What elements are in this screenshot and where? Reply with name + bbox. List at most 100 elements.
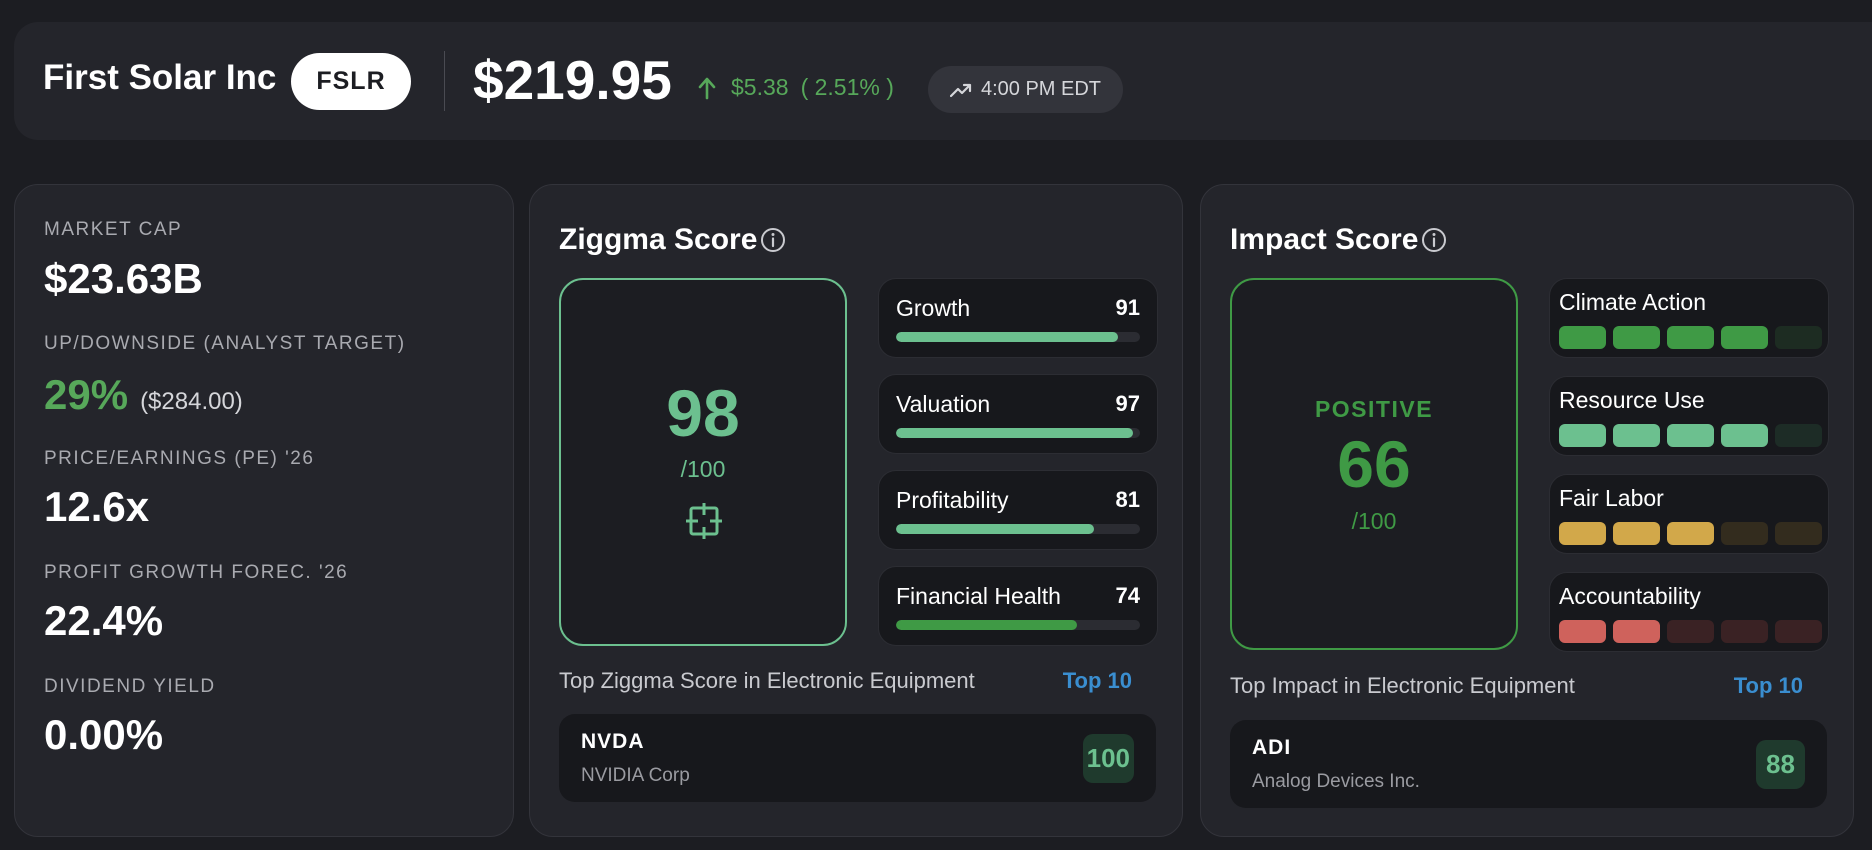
rating-segment-filled bbox=[1667, 424, 1714, 447]
upside-percent: 29% bbox=[44, 371, 129, 418]
upside-label: UP/DOWNSIDE (ANALYST TARGET) bbox=[44, 333, 406, 354]
sub-score-bar-fill bbox=[896, 620, 1077, 630]
sub-score-value: 74 bbox=[1115, 583, 1140, 608]
ticker-badge[interactable]: FSLR bbox=[291, 53, 411, 110]
rating-segment-filled bbox=[1613, 326, 1660, 349]
ziggma-top10-link[interactable]: Top 10 bbox=[1062, 668, 1132, 693]
key-metrics-panel: MARKET CAP $23.63B UP/DOWNSIDE (ANALYST … bbox=[14, 184, 514, 837]
impact-top10-link[interactable]: Top 10 bbox=[1733, 673, 1803, 698]
rating-segment-empty bbox=[1775, 620, 1822, 643]
sub-score-profitability[interactable]: Profitability 81 bbox=[878, 470, 1158, 550]
sub-score-value: 91 bbox=[1115, 295, 1140, 320]
sub-score-bar-fill bbox=[896, 428, 1133, 438]
impact-score-title: Impact Score bbox=[1230, 223, 1447, 257]
company-name: First Solar Inc bbox=[43, 58, 277, 97]
market-cap-label: MARKET CAP bbox=[44, 219, 183, 240]
impact-category-climate-action[interactable]: Climate Action bbox=[1549, 278, 1829, 358]
sub-score-valuation[interactable]: Valuation 97 bbox=[878, 374, 1158, 454]
ziggma-title-text: Ziggma Score bbox=[559, 223, 758, 256]
sub-score-value: 97 bbox=[1115, 391, 1140, 416]
sub-score-bar bbox=[896, 524, 1140, 534]
sub-score-bar bbox=[896, 620, 1140, 630]
info-icon[interactable] bbox=[1421, 227, 1447, 253]
rating-segment-filled bbox=[1613, 522, 1660, 545]
leader-company-name: NVIDIA Corp bbox=[581, 765, 690, 786]
change-amount: $5.38 bbox=[731, 74, 789, 100]
sub-score-bar-fill bbox=[896, 332, 1119, 342]
impact-category-name: Resource Use bbox=[1559, 387, 1705, 413]
ziggma-score-value: 98 bbox=[666, 376, 740, 450]
ziggma-score-card[interactable]: 98 /100 bbox=[559, 278, 847, 646]
rating-segment-filled bbox=[1667, 522, 1714, 545]
header-divider bbox=[444, 51, 445, 111]
profit-growth-value: 22.4% bbox=[44, 597, 164, 644]
rating-segment-empty bbox=[1775, 326, 1822, 349]
impact-category-accountability[interactable]: Accountability bbox=[1549, 572, 1829, 652]
sub-score-bar bbox=[896, 428, 1140, 438]
rating-segment-filled bbox=[1667, 326, 1714, 349]
leader-score-badge: 88 bbox=[1756, 740, 1805, 789]
market-time-badge: 4:00 PM EDT bbox=[928, 66, 1123, 113]
rating-segment-filled bbox=[1559, 424, 1606, 447]
sub-score-bar bbox=[896, 332, 1140, 342]
rating-segment-filled bbox=[1559, 326, 1606, 349]
impact-category-resource-use[interactable]: Resource Use bbox=[1549, 376, 1829, 456]
rating-segment-filled bbox=[1613, 620, 1660, 643]
impact-category-fair-labor[interactable]: Fair Labor bbox=[1549, 474, 1829, 554]
impact-score-panel: Impact Score POSITIVE 66 /100 Climate Ac… bbox=[1200, 184, 1854, 837]
price-change: $5.38 ( 2.51% ) bbox=[697, 74, 894, 101]
impact-title-text: Impact Score bbox=[1230, 223, 1419, 256]
rating-segment-empty bbox=[1775, 522, 1822, 545]
impact-category-name: Climate Action bbox=[1559, 289, 1707, 315]
change-percent: ( 2.51% ) bbox=[800, 74, 894, 100]
ziggma-score-title: Ziggma Score bbox=[559, 223, 786, 257]
sub-score-financial-health[interactable]: Financial Health 74 bbox=[878, 566, 1158, 646]
sub-score-name: Financial Health bbox=[896, 583, 1061, 609]
ziggma-leader-card[interactable]: NVDA NVIDIA Corp 100 bbox=[559, 714, 1156, 802]
rating-segment-empty bbox=[1667, 620, 1714, 643]
sub-score-name: Profitability bbox=[896, 487, 1009, 513]
impact-category-name: Fair Labor bbox=[1559, 485, 1664, 511]
sub-score-growth[interactable]: Growth 91 bbox=[878, 278, 1158, 358]
impact-leader-card[interactable]: ADI Analog Devices Inc. 88 bbox=[1230, 720, 1827, 808]
trending-up-icon bbox=[949, 83, 972, 97]
leader-ticker: ADI bbox=[1252, 736, 1292, 759]
impact-sentiment: POSITIVE bbox=[1314, 396, 1434, 422]
ziggma-score-panel: Ziggma Score 98 /100 Growth 91 Valuation 97… bbox=[529, 184, 1183, 837]
impact-rating-segments bbox=[1559, 620, 1822, 643]
leader-score-badge: 100 bbox=[1082, 734, 1134, 783]
ziggma-top-label: Top Ziggma Score in Electronic Equipment bbox=[559, 668, 975, 693]
rating-segment-filled bbox=[1613, 424, 1660, 447]
rating-segment-filled bbox=[1721, 424, 1768, 447]
pe-label: PRICE/EARNINGS (PE) '26 bbox=[44, 448, 315, 469]
sub-score-value: 81 bbox=[1115, 487, 1140, 512]
arrow-up-icon bbox=[698, 77, 716, 99]
impact-rating-segments bbox=[1559, 424, 1822, 447]
leader-company-name: Analog Devices Inc. bbox=[1252, 771, 1420, 792]
market-cap-value: $23.63B bbox=[44, 255, 203, 302]
impact-rating-segments bbox=[1559, 522, 1822, 545]
rating-segment-empty bbox=[1721, 522, 1768, 545]
sub-score-bar-fill bbox=[896, 524, 1094, 534]
dividend-yield-value: 0.00% bbox=[44, 711, 164, 758]
rating-segment-filled bbox=[1559, 620, 1606, 643]
impact-score-value: 66 bbox=[1337, 427, 1411, 501]
ziggma-score-max: /100 bbox=[680, 456, 726, 482]
sub-score-name: Valuation bbox=[896, 391, 991, 417]
impact-score-card[interactable]: POSITIVE 66 /100 bbox=[1230, 278, 1518, 650]
rating-segment-filled bbox=[1721, 326, 1768, 349]
impact-top-label: Top Impact in Electronic Equipment bbox=[1230, 673, 1575, 698]
rating-segment-filled bbox=[1559, 522, 1606, 545]
sub-score-name: Growth bbox=[896, 295, 971, 321]
market-time: 4:00 PM EDT bbox=[980, 78, 1102, 100]
rating-segment-empty bbox=[1721, 620, 1768, 643]
analyst-target: ($284.00) bbox=[140, 388, 243, 415]
pe-value: 12.6x bbox=[44, 483, 150, 530]
dividend-yield-label: DIVIDEND YIELD bbox=[44, 676, 216, 697]
stock-price: $219.95 bbox=[473, 49, 672, 111]
impact-category-name: Accountability bbox=[1559, 583, 1701, 609]
impact-score-max: /100 bbox=[1351, 508, 1397, 534]
profit-growth-label: PROFIT GROWTH FOREC. '26 bbox=[44, 562, 349, 583]
info-icon[interactable] bbox=[760, 227, 786, 253]
